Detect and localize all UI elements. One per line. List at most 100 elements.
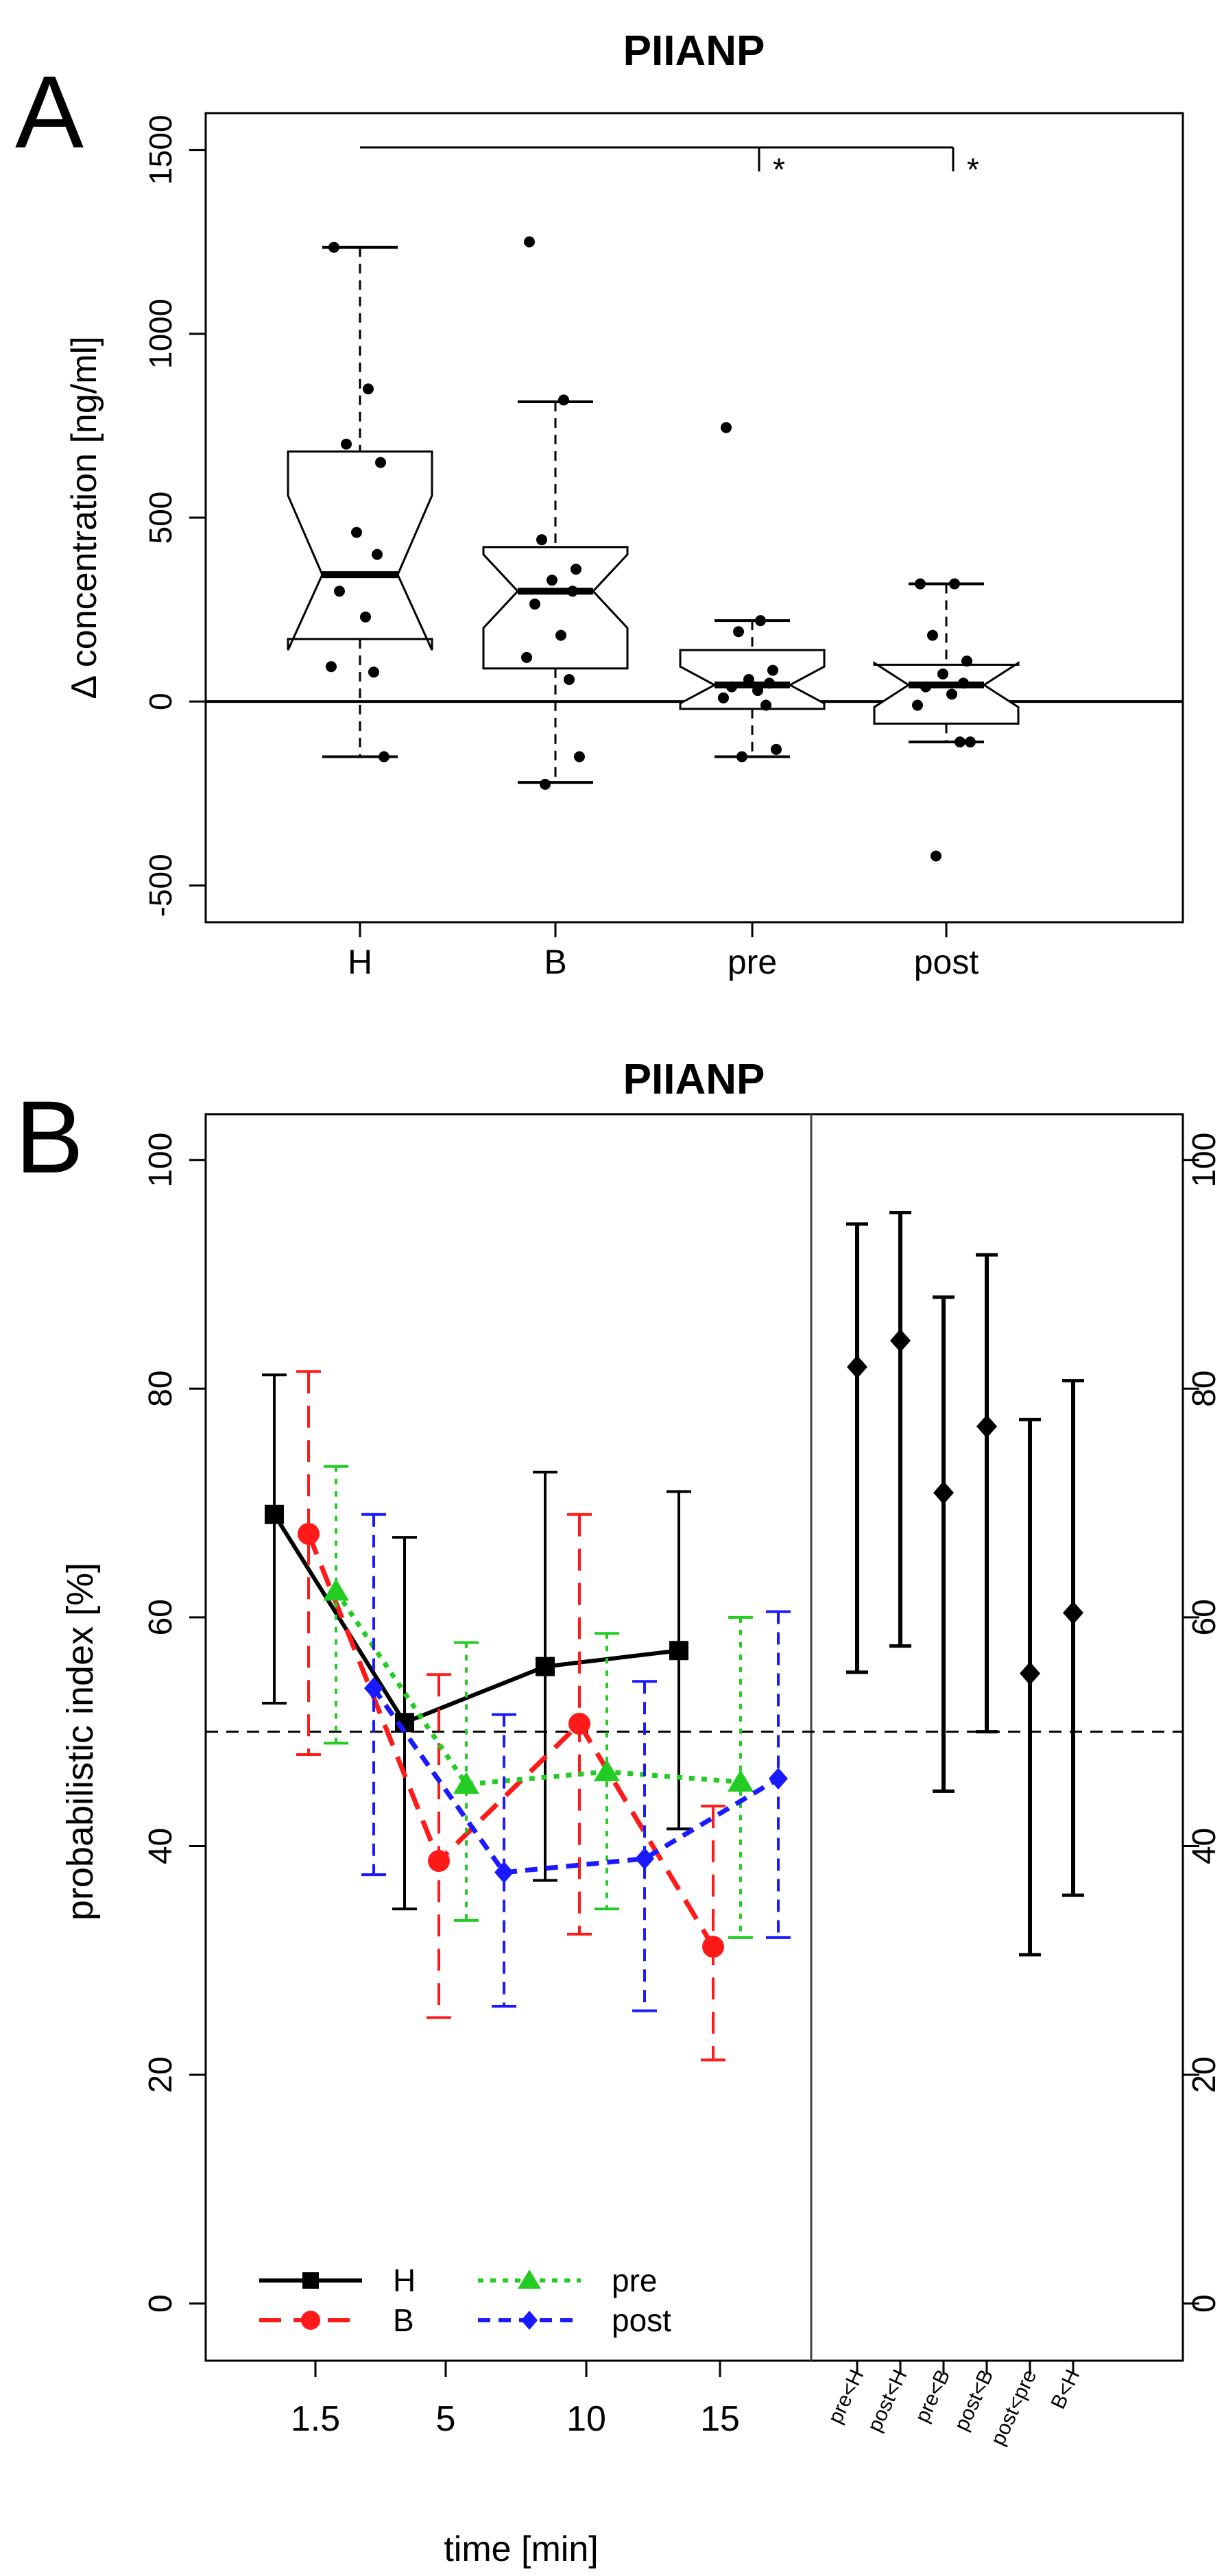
panel-label-a: A [15,54,84,169]
data-point [564,674,575,685]
data-point [334,586,345,597]
data-point [540,778,551,790]
data-point [574,751,585,762]
marker-circle [428,1850,450,1873]
data-point [961,655,972,667]
panel-b-x-axis-label: time [min] [444,2529,598,2569]
data-point [946,688,957,700]
marker-diamond [890,1329,911,1353]
comparison-0: pre<H [824,1222,869,2427]
data-point [571,564,581,575]
panel-b-series [206,1370,1183,2062]
data-point [915,578,926,590]
data-point [375,457,386,468]
data-point [368,666,379,678]
box-pre: pre [679,422,826,981]
panel-a: A PIIANP Δ concentration [ng/ml] -500 0 50… [15,27,1184,981]
marker-square [265,1504,284,1524]
significance-star: * [967,152,979,187]
marker-triangle [323,1578,349,1601]
y-tick-label-left: 80 [143,1371,179,1407]
marker-diamond [635,1847,654,1870]
panel-b-title: PIIANP [623,1056,765,1103]
comparison-label: post<H [863,2366,911,2435]
legend-label: H [393,2263,416,2298]
box-post: post [873,578,1020,981]
panel-b-ticks: 0 0 20 20 40 40 60 60 80 80 100 100 1.5 5 10 15 [143,1133,1223,2439]
marker-circle [298,1523,320,1545]
marker-circle [702,1936,724,1958]
legend-label: B [393,2302,414,2338]
data-point [920,681,931,693]
marker-square [536,1657,555,1676]
y-tick-label: 1000 [143,299,178,369]
marker-diamond [933,1481,954,1505]
marker-circle [301,2311,320,2330]
y-tick-label-left: 20 [143,2056,179,2093]
marker-square [302,2272,319,2289]
series-line [306,1532,716,1949]
legend-item-H: H [259,2263,416,2298]
legend-label: pre [612,2263,657,2298]
y-tick-label: 1500 [143,115,178,184]
data-point [927,629,938,641]
series-line [272,1513,680,1726]
significance-star: * [773,152,785,187]
comparison-3: post<B [950,1253,998,2434]
x-tick-label: 5 [436,2399,456,2439]
series-line [372,1687,780,1875]
y-tick-label-left: 100 [143,1133,179,1188]
series-post [361,1513,791,2012]
data-point [363,383,374,395]
box-B: B [482,236,629,981]
y-tick-label-right: 100 [1186,1133,1223,1188]
y-tick-label-right: 60 [1186,1599,1223,1635]
data-point [743,674,754,685]
data-point [767,664,778,676]
data-point [965,736,976,748]
marker-triangle [594,1759,620,1782]
legend-item-pre: pre [478,2263,657,2298]
series-H [262,1373,691,1911]
data-point [351,527,362,538]
x-tick-label: 10 [566,2399,606,2439]
y-tick-label-left: 0 [143,2294,179,2313]
panel-b-plot-area [204,1113,1184,2362]
data-point [718,692,729,703]
y-tick-label-right: 0 [1186,2294,1223,2313]
data-point [912,699,923,711]
data-point [360,611,371,623]
series-line [334,1589,741,1787]
data-point [372,549,383,560]
data-point [931,850,941,862]
notched-box [873,661,1020,725]
x-tick-label: pre [728,943,777,981]
data-point [524,236,535,248]
marker-diamond [847,1355,867,1379]
data-point [949,578,960,590]
notched-box [482,546,629,670]
marker-triangle [728,1770,754,1792]
y-tick-label-left: 60 [143,1599,179,1635]
comparison-label: pre<H [824,2366,869,2427]
data-point [736,751,747,762]
panel-b: B PIIANP probabilistic index [%] time [m… [15,1056,1223,2569]
x-tick-label: 15 [700,2399,740,2439]
data-point [328,241,339,253]
y-tick-label: 500 [143,492,178,544]
series-pre [323,1465,754,1939]
comparison-1: post<H [863,1210,911,2435]
x-tick-label: H [348,943,372,981]
y-tick-label-right: 80 [1186,1371,1223,1407]
data-point [755,615,766,627]
data-point [760,699,771,711]
x-tick-label: B [544,943,566,981]
data-point [326,661,337,673]
data-point [958,677,969,689]
marker-diamond [1063,1601,1083,1625]
panel-label-b: B [15,1079,84,1194]
